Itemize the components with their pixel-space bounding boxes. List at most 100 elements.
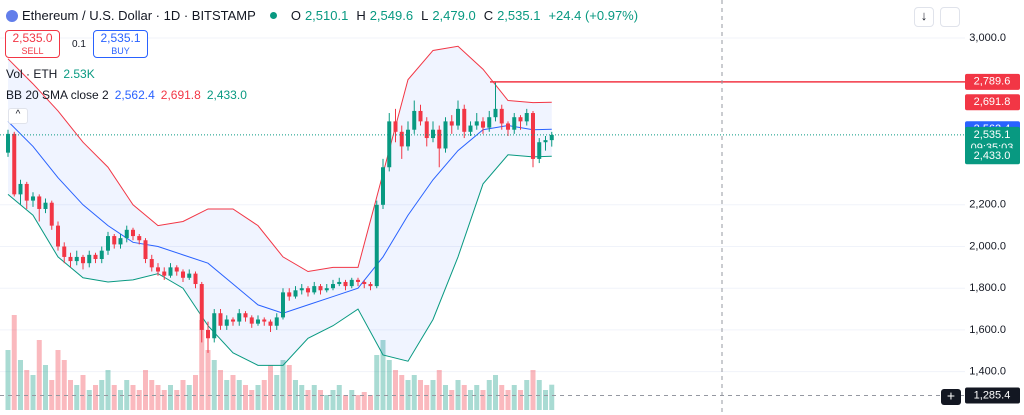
candle-body: [537, 142, 542, 159]
crosshair-plus[interactable]: [941, 389, 961, 405]
bb-basis: 2,562.4: [114, 88, 155, 102]
collapse-button[interactable]: ^: [8, 108, 28, 124]
volume-bar: [399, 375, 405, 410]
volume-bar: [380, 340, 386, 410]
volume-bar: [499, 385, 505, 410]
candle-body: [43, 202, 48, 209]
volume-bar: [80, 375, 86, 410]
candle-body: [262, 319, 267, 322]
volume-bar: [436, 370, 442, 410]
candle-body: [249, 317, 254, 324]
volume-bar: [449, 390, 455, 410]
candle-body: [512, 117, 517, 130]
candle-body: [518, 117, 523, 122]
volume-bar: [474, 385, 480, 410]
candle-body: [256, 319, 260, 324]
candle-body: [362, 281, 367, 285]
price-badge: [965, 73, 1020, 90]
candle-body: [106, 236, 110, 251]
candle-body: [24, 183, 29, 201]
volume-bar: [336, 385, 342, 410]
candle-body: [424, 121, 429, 139]
candle-body: [506, 123, 510, 130]
candle-body: [324, 288, 329, 291]
candle-body: [12, 133, 17, 195]
volume-bar: [86, 390, 92, 410]
volume-bar: [343, 395, 348, 410]
price-badge: [965, 387, 1020, 404]
volume-bar: [261, 380, 267, 410]
candle-body: [93, 254, 98, 260]
volume-bar: [549, 384, 555, 410]
candle-body: [74, 256, 79, 262]
candle-body: [112, 236, 117, 245]
volume-bar: [424, 385, 430, 410]
candle-body: [549, 134, 554, 141]
price-badge: [965, 94, 1020, 111]
volume-legend: Vol · ETH 2.53K: [6, 67, 95, 81]
volume-bar: [43, 365, 48, 410]
volume-bar: [118, 390, 123, 410]
layout-button[interactable]: [940, 7, 960, 27]
volume-bar: [224, 380, 230, 410]
sell-label: SELL: [21, 46, 44, 56]
volume-bar: [211, 360, 217, 410]
volume-bar: [411, 375, 417, 410]
candle-body: [318, 286, 323, 291]
candle-body: [137, 236, 142, 241]
candle-body: [449, 121, 454, 126]
overlay: 3,000.0 2,200.0 2,000.0 1,800.0 1,600.0 1,400…: [965, 32, 1020, 404]
volume-bar: [55, 350, 61, 410]
volume-bar: [468, 390, 473, 410]
candle-body: [374, 204, 379, 287]
y-tick-label: 1,600.0: [969, 324, 1006, 336]
volume-bar: [361, 392, 367, 410]
volume-bar: [136, 390, 142, 410]
candle-body: [193, 273, 198, 285]
bb-lower: 2,433.0: [206, 88, 247, 102]
candle-body: [149, 259, 154, 268]
plot: [0, 37, 965, 410]
volume-bar: [193, 375, 198, 410]
volume-bar: [511, 385, 517, 410]
volume-bar: [393, 370, 398, 410]
volume-bar: [543, 390, 548, 410]
volume-bar: [324, 395, 330, 410]
candle-body: [99, 250, 104, 260]
candle-body: [37, 196, 42, 209]
candle-body: [131, 229, 135, 237]
bb-legend: BB 20 SMA close 2 2,562.4 2,691.8 2,433.0: [6, 88, 247, 102]
y-tick-label: 3,000.0: [969, 32, 1006, 44]
volume-bar: [536, 380, 542, 410]
volume-bar: [518, 390, 523, 410]
volume-bar: [186, 385, 192, 410]
volume-bar: [249, 390, 255, 410]
candle-body: [306, 288, 310, 293]
candle-body: [143, 240, 148, 260]
volume-bar: [374, 355, 380, 410]
volume-bar: [349, 390, 355, 410]
candle-body: [531, 113, 535, 159]
candle-body: [199, 284, 204, 330]
candle-body: [468, 125, 473, 132]
candle-body: [381, 167, 385, 205]
buy-button[interactable]: 2,535.1 BUY: [93, 30, 148, 58]
price-badge-label: 2,535.1: [974, 129, 1011, 141]
symbol-title[interactable]: Ethereum / U.S. Dollar · 1D · BITSTAMP: [22, 8, 256, 23]
candle-body: [393, 121, 398, 132]
price-badge-label: 2,433.0: [974, 150, 1011, 162]
candle-body: [187, 273, 192, 278]
candle-body: [268, 321, 273, 326]
volume-bar: [61, 360, 67, 410]
sell-button[interactable]: 2,535.0 SELL: [5, 30, 60, 58]
candle-body: [224, 319, 229, 326]
candle-body: [331, 284, 335, 289]
candle-body: [524, 113, 529, 122]
volume-bar: [461, 385, 467, 410]
volume-bar: [330, 390, 336, 410]
volume-name: Vol · ETH: [6, 67, 58, 81]
down-button[interactable]: ↓: [914, 7, 934, 27]
candle-body: [231, 319, 235, 322]
ohlc-key: L: [421, 8, 429, 23]
volume-bar: [355, 395, 361, 410]
